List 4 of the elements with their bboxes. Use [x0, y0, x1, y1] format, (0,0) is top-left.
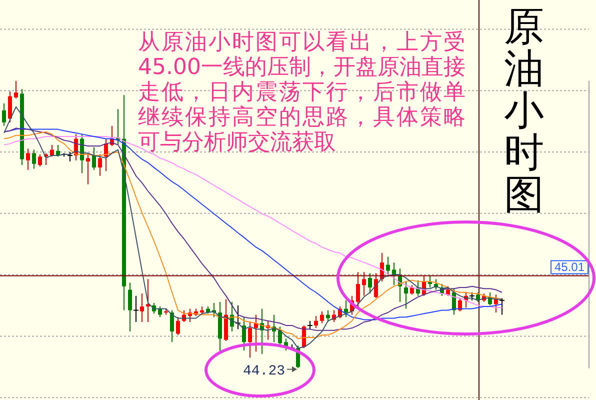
annotation: 44.23	[242, 363, 285, 380]
annotation: 45.01	[554, 260, 585, 274]
annotation: 从原油小时图可以看出，上方受45.00一线的压制，开盘原油直接走低，日内震荡下行，后市做单继续保持高空的思路，具体策略可与分析师交流获取	[138, 30, 466, 155]
chart-title: 原油小时图	[503, 4, 545, 218]
